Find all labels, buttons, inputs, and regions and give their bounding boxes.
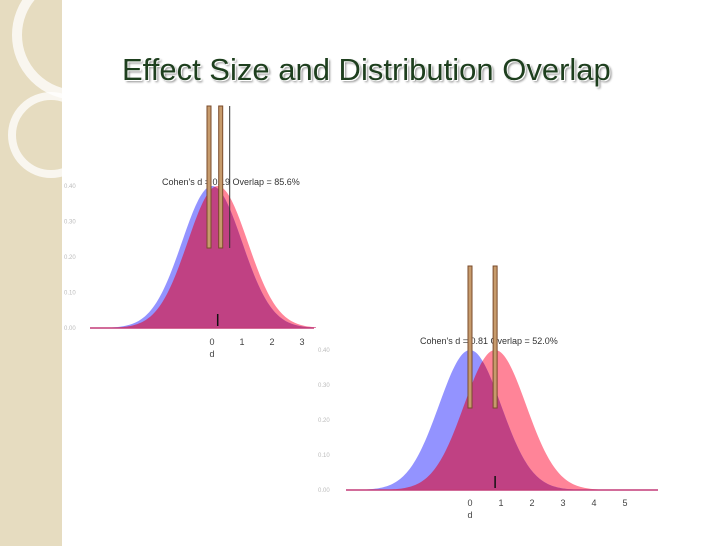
x-tick-label: 0 xyxy=(467,498,472,508)
y-tick-label: 0.00 xyxy=(64,326,76,332)
plot-small-effect-canvas: 0.40 0.30 0.20 0.10 0.00 Cohen's d = 0.19 Ove… xyxy=(64,105,320,359)
y-tick-label: 0.20 xyxy=(318,418,330,424)
decorative-ring xyxy=(8,92,94,178)
y-tick-label: 0.30 xyxy=(318,383,330,389)
y-tick-label: 0.30 xyxy=(64,220,76,226)
mean-marker-bar xyxy=(206,105,212,249)
plot-small-effect: 0.40 0.30 0.20 0.10 0.00 Cohen's d = 0.19 Ove… xyxy=(62,105,332,364)
y-tick-label: 0.20 xyxy=(64,255,76,261)
plot-large-effect: 0.40 0.30 0.20 0.10 0.00 Cohen's d = 0.81 Ove… xyxy=(316,265,668,524)
mean-marker-bar xyxy=(492,265,498,409)
x-tick-label: 1 xyxy=(498,498,503,508)
x-tick-label: 4 xyxy=(591,498,596,508)
x-tick-label: 3 xyxy=(560,498,565,508)
slide-title: Effect Size and Distribution Overlap xyxy=(122,52,611,87)
decorative-band xyxy=(0,0,142,546)
overlap-region xyxy=(86,186,320,328)
decorative-ring xyxy=(12,0,142,100)
x-tick-label: 0 xyxy=(209,337,214,347)
y-tick-label: 0.10 xyxy=(64,291,76,297)
x-axis-label: d xyxy=(467,510,472,520)
mean-marker-bar xyxy=(467,265,473,409)
plot-large-effect-canvas: 0.40 0.30 0.20 0.10 0.00 Cohen's d = 0.81 Ove… xyxy=(318,265,658,520)
x-tick-label: 3 xyxy=(299,337,304,347)
mean-marker-bar xyxy=(218,105,224,249)
y-tick-label: 0.40 xyxy=(318,348,330,354)
x-tick-label: 2 xyxy=(529,498,534,508)
overlap-region xyxy=(339,361,656,490)
plot-caption: Cohen's d = 0.19 Overlap = 85.6% xyxy=(162,177,300,187)
y-tick-label: 0.00 xyxy=(318,488,330,494)
y-tick-label: 0.10 xyxy=(318,453,330,459)
x-tick-label: 2 xyxy=(269,337,274,347)
x-axis-label: d xyxy=(209,349,214,359)
y-tick-label: 0.40 xyxy=(64,184,76,190)
x-tick-label: 1 xyxy=(239,337,244,347)
x-tick-label: 5 xyxy=(622,498,627,508)
plot-caption: Cohen's d = 0.81 Overlap = 52.0% xyxy=(420,336,558,346)
